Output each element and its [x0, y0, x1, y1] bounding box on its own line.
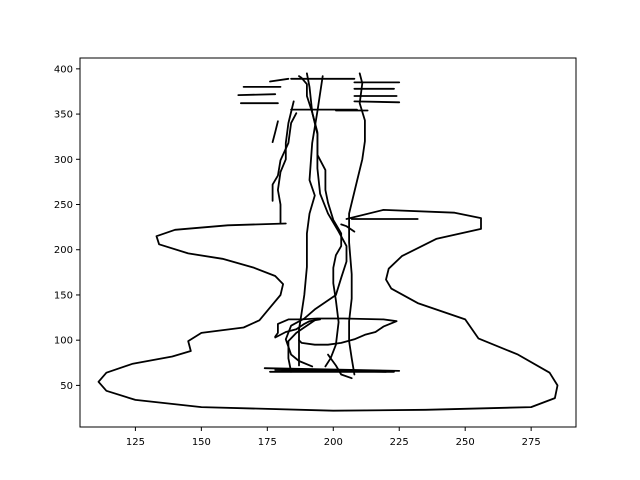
series-line-12	[298, 75, 343, 368]
series-line-28	[340, 223, 356, 233]
series-line-19	[237, 93, 277, 96]
plot-background	[80, 58, 576, 427]
y-tick-label: 300	[54, 155, 73, 166]
series-line-15	[271, 112, 298, 202]
series-line-16	[271, 120, 279, 144]
x-tick-label: 275	[522, 437, 541, 448]
series-line-17	[269, 77, 290, 83]
x-tick-label: 150	[192, 437, 211, 448]
y-tick-label: 400	[54, 64, 73, 75]
series-line-8	[298, 75, 324, 367]
series-line-1	[97, 208, 559, 412]
y-tick-label: 200	[54, 245, 73, 256]
y-tick-label: 50	[60, 381, 73, 392]
series-line-10	[274, 318, 322, 339]
series-line-4	[263, 367, 401, 372]
series-line-11	[327, 353, 353, 380]
series-line-3	[287, 319, 316, 373]
series-line-13	[348, 72, 366, 376]
series-line-25	[353, 100, 401, 104]
x-tick-label: 125	[126, 437, 145, 448]
plot-frame	[79, 57, 577, 428]
x-axis: 125 150 175 200 225 250 275	[126, 427, 541, 448]
x-tick-label: 250	[456, 437, 475, 448]
y-tick-label: 350	[54, 110, 73, 121]
x-tick-label: 200	[324, 437, 343, 448]
y-tick-label: 250	[54, 200, 73, 211]
y-tick-label: 150	[54, 290, 73, 301]
series-line-14	[276, 100, 295, 225]
series-line-6	[274, 369, 387, 373]
y-tick-label: 100	[54, 336, 73, 347]
x-tick-label: 225	[390, 437, 409, 448]
series-lines	[97, 72, 559, 412]
x-tick-label: 175	[258, 437, 277, 448]
y-axis: 50 100 150 200 250 300 350 400	[54, 64, 80, 392]
series-line-9	[274, 317, 398, 346]
